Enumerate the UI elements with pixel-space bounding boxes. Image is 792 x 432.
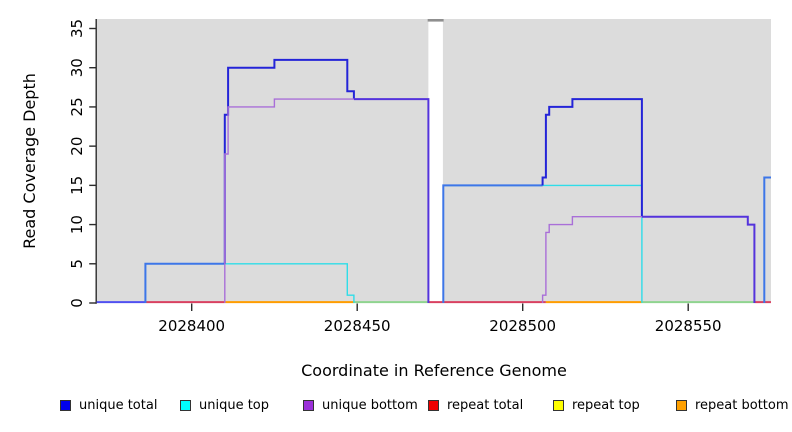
coverage-gap [428,19,443,303]
legend-swatch-unique-top [180,400,191,411]
svg-text:2028450: 2028450 [324,317,391,335]
y-axis-title: Read Coverage Depth [20,73,39,249]
x-axis-title: Coordinate in Reference Genome [301,361,567,380]
svg-text:20: 20 [68,137,86,156]
svg-text:15: 15 [68,176,86,195]
svg-text:0: 0 [68,298,86,308]
legend-item-repeat-top: repeat top [553,398,640,413]
coverage-plot: 0 5 10 15 20 25 30 35 2028400 2028450 2028500 20285… [68,19,771,335]
x-axis: 2028400 2028450 2028500 2028550 [158,303,722,335]
svg-text:25: 25 [68,97,86,116]
legend-label: repeat top [572,398,640,413]
legend-item-unique-top: unique top [180,398,269,413]
legend-item-unique-bottom: unique bottom [303,398,418,413]
legend-label: unique top [199,398,270,413]
y-axis: 0 5 10 15 20 25 30 35 [68,19,97,308]
legend-item-unique-total: unique total [60,398,157,413]
legend-swatch-unique-total [60,400,71,411]
legend-item-repeat-bottom: repeat bottom [676,398,789,413]
legend-swatch-repeat-bottom [676,400,687,411]
svg-text:30: 30 [68,58,86,77]
svg-text:2028400: 2028400 [158,317,225,335]
legend-swatch-unique-bottom [303,400,314,411]
svg-text:10: 10 [68,215,86,234]
svg-text:2028500: 2028500 [489,317,556,335]
svg-text:5: 5 [68,259,86,269]
coverage-gap-top-bar [427,19,444,22]
series-lines [144,58,771,303]
legend-label: unique bottom [322,398,418,413]
svg-text:35: 35 [68,19,86,38]
legend-swatch-repeat-top [553,400,564,411]
legend-item-repeat-total: repeat total [428,398,523,413]
legend-label: repeat total [447,398,524,413]
svg-text:2028550: 2028550 [655,317,722,335]
legend-swatch-repeat-total [428,400,439,411]
legend-label: repeat bottom [695,398,789,413]
legend-label: unique total [79,398,158,413]
